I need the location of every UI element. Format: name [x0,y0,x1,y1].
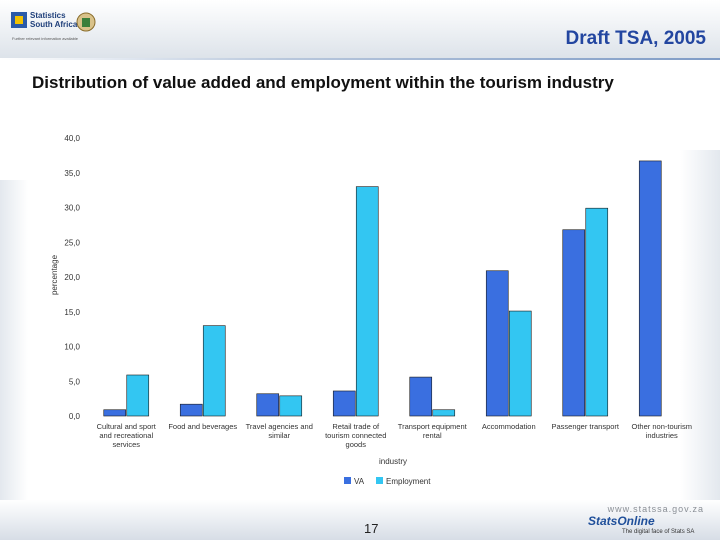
bar-employment-2 [279,395,303,417]
category-label: goods [346,440,367,449]
legend-label-employment: Employment [386,477,431,486]
category-label: Accommodation [482,422,536,431]
bar-employment-4 [432,409,456,417]
bar-employment-6 [585,207,609,417]
category-label: and recreational [99,431,153,440]
category-label: tourism connected [325,431,386,440]
bar-chart: 0,0 5,0 10,0 15,0 20,0 25,0 30,0 35,0 40,0 Cultu… [50,134,692,486]
category-label: Retail trade of [332,422,380,431]
slide-heading: Distribution of value added and employme… [32,73,614,92]
bar-va-2 [256,393,280,417]
y-tick-label: 0,0 [69,412,81,421]
deck-title: Draft TSA, 2005 [565,28,706,49]
category-label: similar [268,431,290,440]
bar-employment-3 [355,186,379,417]
statsonline-tagline: The digital face of Stats SA [622,529,695,535]
y-tick-label: 20,0 [64,273,80,282]
bar-va-5 [485,270,509,417]
bar-employment-1 [202,325,226,417]
chart-axes: 0,0 5,0 10,0 15,0 20,0 25,0 30,0 35,0 40,0 [64,134,80,421]
footer-band [0,500,720,540]
header-band [0,0,720,58]
bar-employment-0 [126,374,150,417]
y-axis-label: percentage [50,254,59,295]
y-tick-label: 30,0 [64,204,80,213]
y-tick-label: 35,0 [64,169,80,178]
logo-emblem-icon [11,12,96,32]
y-tick-label: 40,0 [64,134,80,143]
statsonline-brand: StatsOnline [588,514,655,528]
right-shade [680,150,720,500]
y-tick-label: 10,0 [64,343,80,352]
logo-text-line2: South Africa [30,20,78,29]
bar-va-3 [332,390,356,417]
page-number: 17 [364,521,379,536]
chart-legend: VA Employment [344,477,431,486]
bar-va-1 [179,403,203,417]
y-tick-label: 25,0 [64,238,80,247]
y-tick-label: 5,0 [69,377,81,386]
stats-sa-logo: Statistics South Africa Further relevant… [8,8,98,48]
category-label: Other non-tourism [632,422,692,431]
y-tick-label: 15,0 [64,308,80,317]
category-label: Passenger transport [551,422,619,431]
logo-text-line1: Statistics [30,11,66,20]
category-label: Transport equipment [398,422,468,431]
legend-swatch-employment [376,477,383,484]
bar-va-4 [409,376,433,417]
bar-va-7 [638,160,662,417]
title-rule [0,58,720,60]
category-label: Cultural and sport [97,422,157,431]
category-label: Food and beverages [168,422,237,431]
left-shade [0,180,28,500]
logo-tagline: Further relevant information available [12,36,79,41]
legend-label-va: VA [354,477,365,486]
logo-wordmark: Statistics South Africa [30,11,77,29]
bar-va-6 [562,229,586,417]
category-label: services [112,440,140,449]
bar-va-0 [103,409,127,417]
chart-bars [103,160,662,417]
legend-swatch-va [344,477,351,484]
category-label: industries [646,431,678,440]
site-url[interactable]: www.statssa.gov.za [607,504,704,514]
x-axis-label: industry [379,457,407,466]
category-label: Travel agencies and [246,422,313,431]
bar-employment-5 [508,310,532,417]
category-label: rental [423,431,442,440]
